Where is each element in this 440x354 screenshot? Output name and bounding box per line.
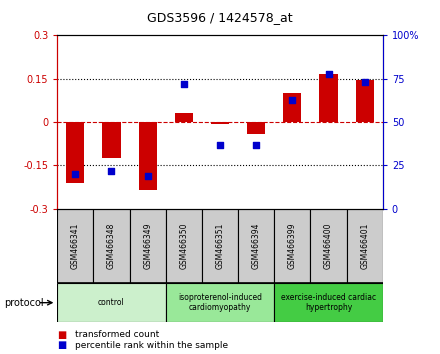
Bar (57, 209, 93, 283)
Point (325, 71, 332, 76)
Point (289, 97, 296, 102)
Bar (166, 283, 274, 322)
Text: GSM466350: GSM466350 (180, 223, 188, 269)
Point (361, 79, 368, 85)
Text: GSM466394: GSM466394 (252, 223, 260, 269)
Bar (175, 113, 193, 122)
Bar (274, 209, 311, 283)
Text: GSM466400: GSM466400 (324, 223, 333, 269)
Text: GSM466349: GSM466349 (143, 223, 152, 269)
Text: transformed count: transformed count (75, 330, 159, 339)
Text: ■: ■ (57, 330, 66, 339)
Bar (247, 122, 265, 134)
Text: GSM466401: GSM466401 (360, 223, 369, 269)
Point (216, 142, 224, 148)
Bar (202, 209, 238, 283)
Bar (311, 209, 347, 283)
Bar (238, 209, 274, 283)
Text: GSM466399: GSM466399 (288, 223, 297, 269)
Text: exercise-induced cardiac
hypertrophy: exercise-induced cardiac hypertrophy (281, 293, 376, 312)
Bar (139, 122, 157, 190)
Bar (66, 122, 84, 183)
Bar (211, 122, 229, 124)
Point (72, 171, 79, 177)
Text: protocol: protocol (4, 298, 44, 308)
Text: percentile rank within the sample: percentile rank within the sample (75, 341, 228, 350)
Text: GSM466348: GSM466348 (107, 223, 116, 269)
Text: GSM466341: GSM466341 (71, 223, 80, 269)
Text: ■: ■ (57, 340, 66, 350)
Bar (347, 209, 383, 283)
Point (180, 81, 187, 87)
Bar (129, 209, 166, 283)
Bar (57, 283, 166, 322)
Bar (103, 122, 121, 158)
Bar (166, 209, 202, 283)
Point (144, 173, 151, 179)
Bar (93, 209, 129, 283)
Text: isoproterenol-induced
cardiomyopathy: isoproterenol-induced cardiomyopathy (178, 293, 262, 312)
Bar (356, 80, 374, 122)
Bar (274, 283, 383, 322)
Text: GDS3596 / 1424578_at: GDS3596 / 1424578_at (147, 11, 293, 24)
Point (253, 142, 260, 148)
Bar (319, 74, 337, 122)
Text: GSM466351: GSM466351 (216, 223, 224, 269)
Point (108, 168, 115, 173)
Bar (283, 93, 301, 122)
Text: control: control (98, 298, 125, 307)
